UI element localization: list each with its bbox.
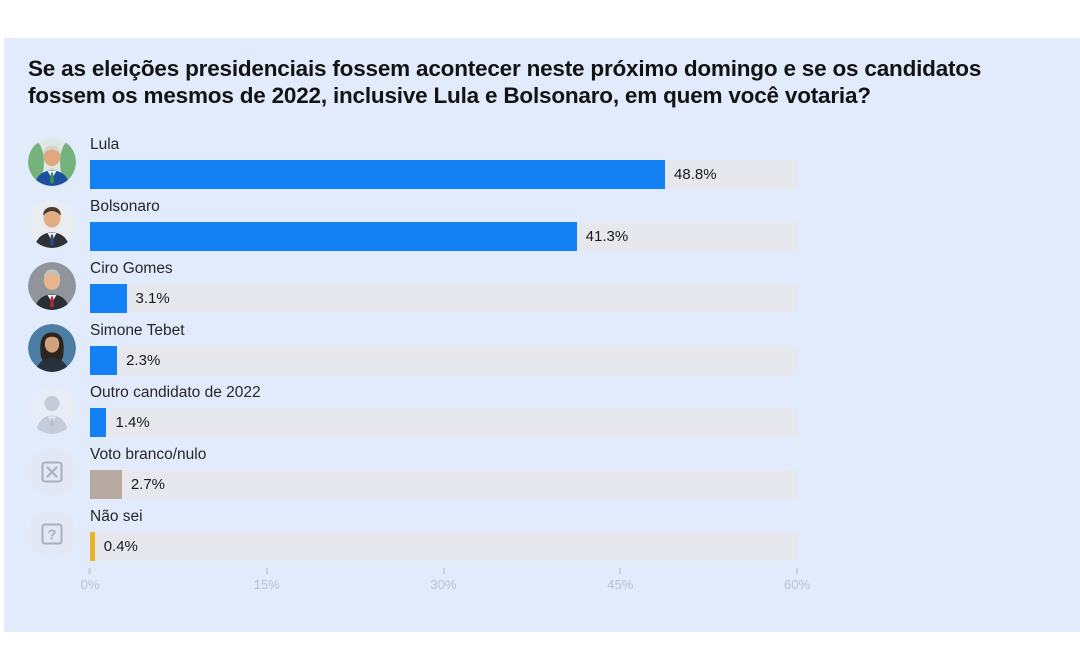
simone-tebet-avatar	[28, 324, 76, 373]
candidate-label: Bolsonaro	[90, 198, 160, 216]
bar-value-label: 48.8%	[674, 165, 717, 183]
chart-row: Outro candidato de 2022 1.4%	[28, 381, 1056, 439]
question-box-icon: ?	[28, 510, 76, 559]
bar-track: 2.3%	[90, 345, 797, 375]
tick-mark	[265, 568, 268, 575]
bar-value-label: 1.4%	[115, 413, 150, 431]
tick-mark	[796, 568, 798, 575]
x-axis-tick: 30%	[430, 568, 457, 593]
result-bar	[90, 407, 107, 437]
chart-row: Simone Tebet 2.3%	[28, 319, 1056, 377]
tick-label: 60%	[783, 577, 811, 593]
row-body: Outro candidato de 2022 1.4%	[90, 384, 797, 437]
row-body: Voto branco/nulo 2.7%	[90, 446, 797, 499]
candidate-label: Outro candidato de 2022	[90, 384, 261, 402]
ciro-gomes-avatar	[28, 262, 76, 311]
chart-row: Lula 48.8%	[28, 133, 1056, 191]
result-bar	[90, 531, 95, 561]
bar-track: 2.7%	[90, 469, 797, 499]
x-axis-tick: 45%	[607, 568, 633, 592]
candidate-label: Simone Tebet	[90, 322, 185, 340]
result-bar	[90, 345, 118, 375]
bar-value-label: 41.3%	[585, 227, 629, 245]
chart-row: Voto branco/nulo 2.7%	[28, 443, 1056, 501]
result-bar	[90, 283, 127, 313]
candidate-label: Lula	[90, 136, 120, 154]
tick-label: 0%	[80, 577, 100, 593]
x-axis-tick: 60%	[784, 568, 810, 592]
question-box-icon: ?	[28, 510, 76, 559]
bar-value-label: 2.7%	[130, 475, 166, 493]
row-body: Não sei 0.4%	[90, 508, 797, 561]
tick-mark	[88, 568, 91, 575]
bar-track: 1.4%	[90, 407, 797, 437]
bar-value-label: 3.1%	[135, 289, 170, 307]
row-body: Lula 48.8%	[90, 136, 797, 189]
tick-label: 15%	[253, 577, 280, 593]
chart-row: Bolsonaro 41.3%	[28, 195, 1056, 253]
row-body: Simone Tebet 2.3%	[90, 322, 797, 375]
bar-track: 48.8%	[90, 159, 797, 189]
poll-question-title: Se as eleições presidenciais fossem acon…	[28, 56, 982, 109]
result-bar	[90, 159, 666, 189]
chart-row: Ciro Gomes 3.1%	[28, 257, 1056, 315]
result-bar	[90, 221, 577, 251]
bar-track: 3.1%	[90, 283, 797, 313]
bar-value-label: 2.3%	[126, 351, 161, 369]
simone-tebet-avatar	[28, 324, 76, 373]
bar-track: 41.3%	[90, 221, 797, 251]
tick-mark	[619, 568, 622, 575]
lula-avatar	[28, 138, 76, 187]
poll-bar-chart: Lula 48.8% Bolsonaro 41.3%	[28, 133, 1056, 563]
person-icon	[28, 386, 76, 435]
candidate-label: Ciro Gomes	[90, 260, 173, 278]
tick-label: 30%	[430, 577, 457, 593]
lula-avatar	[28, 138, 76, 187]
bolsonaro-avatar	[28, 200, 76, 249]
candidate-label: Não sei	[90, 508, 143, 526]
poll-panel: Se as eleições presidenciais fossem acon…	[4, 38, 1080, 632]
bolsonaro-avatar	[28, 200, 76, 249]
person-icon	[28, 386, 76, 435]
tick-mark	[442, 568, 445, 575]
bar-value-label: 0.4%	[103, 537, 138, 555]
tick-label: 45%	[607, 577, 634, 593]
x-box-icon	[28, 448, 76, 497]
bar-track: 0.4%	[90, 531, 797, 561]
candidate-label: Voto branco/nulo	[90, 446, 207, 464]
chart-row: ? Não sei 0.4%	[28, 505, 1056, 563]
x-axis-tick: 15%	[254, 568, 280, 592]
x-axis-tick: 0%	[80, 568, 100, 593]
x-box-icon	[28, 448, 76, 497]
row-body: Ciro Gomes 3.1%	[90, 260, 797, 313]
ciro-gomes-avatar	[28, 262, 76, 311]
x-axis: 0% 15% 30% 45% 60%	[81, 568, 810, 600]
row-body: Bolsonaro 41.3%	[90, 198, 797, 251]
svg-text:?: ?	[47, 527, 56, 544]
result-bar	[90, 469, 122, 499]
